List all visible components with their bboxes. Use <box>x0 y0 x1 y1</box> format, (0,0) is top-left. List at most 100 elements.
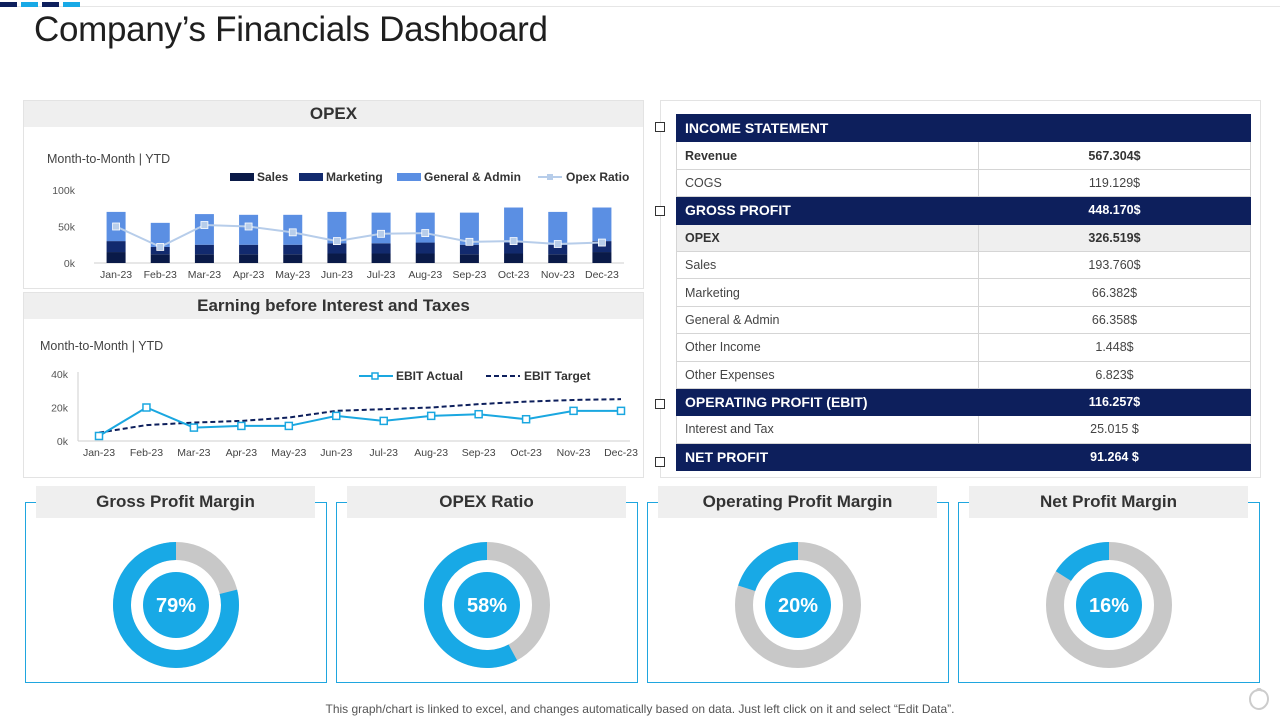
bar-sales <box>150 254 170 263</box>
bar-marketing <box>592 241 612 253</box>
x-tick-label: Aug-23 <box>408 269 442 281</box>
income-statement-table[interactable]: INCOME STATEMENT Revenue 567.304$ COGS 119.1… <box>676 113 1251 472</box>
opex-ratio-donut[interactable]: 58% <box>337 503 639 684</box>
row-value: 91.264 $ <box>978 442 1251 472</box>
kpi-title: Operating Profit Margin <box>658 486 937 518</box>
bar-general-admin <box>194 214 214 245</box>
top-accent-bar <box>0 0 1280 8</box>
selection-handle[interactable] <box>655 399 665 409</box>
donut-center <box>765 572 831 638</box>
table-row: Marketing 66.382$ <box>676 278 1251 307</box>
logo-icon <box>1248 688 1270 711</box>
bar-sales <box>592 252 612 263</box>
table-row: OPEX 326.519$ <box>676 223 1251 252</box>
gross-profit-margin-donut[interactable]: 79% <box>26 503 328 684</box>
opex-ratio-point <box>112 222 120 231</box>
bar-sales <box>371 253 391 263</box>
ebit-actual-point <box>142 403 151 412</box>
x-tick-label: Dec-23 <box>585 269 619 281</box>
x-tick-label: Jun-23 <box>320 447 352 459</box>
selection-handle[interactable] <box>655 122 665 132</box>
row-label: OPEX <box>676 223 979 252</box>
donut-value-arc <box>738 542 799 592</box>
donut-center <box>1076 572 1142 638</box>
legend-swatch <box>299 173 323 181</box>
bar-general-admin <box>459 212 479 245</box>
chart-subtitle: Month-to-Month | YTD <box>40 339 163 353</box>
opex-ratio-point <box>200 221 209 229</box>
bar-marketing <box>415 242 435 254</box>
ebit-actual-point <box>426 411 436 421</box>
ebit-actual-point <box>189 423 199 432</box>
legend-label: Marketing <box>326 170 383 184</box>
row-label: Revenue <box>676 141 979 170</box>
x-tick-label: Sep-23 <box>452 269 486 281</box>
row-value: 1.448$ <box>978 333 1251 362</box>
x-tick-label: Jul-23 <box>369 447 398 459</box>
ebit-actual-point <box>474 409 483 419</box>
legend-swatch <box>230 173 254 181</box>
x-tick-label: Sep-23 <box>462 447 496 459</box>
bar-general-admin <box>150 222 170 247</box>
x-tick-label: Apr-23 <box>233 269 265 281</box>
legend-label: EBIT Target <box>524 369 590 383</box>
row-value: 66.358$ <box>978 305 1251 335</box>
donut-value-arc <box>424 542 518 668</box>
kpi-card-operating-profit-margin: 20% <box>647 502 949 683</box>
donut-value-label: 16% <box>1089 595 1129 617</box>
opex-panel-title: OPEX <box>24 101 643 127</box>
row-value: 119.129$ <box>978 168 1251 198</box>
x-tick-label: May-23 <box>271 447 306 459</box>
donut-value-label: 20% <box>778 595 818 617</box>
ebit-actual-point <box>284 421 294 431</box>
kpi-card-opex-ratio: 58% <box>336 502 638 683</box>
ebit-panel: Earning before Interest and Taxes Month-… <box>23 292 644 478</box>
x-tick-label: Jan-23 <box>83 447 115 459</box>
bar-sales <box>327 253 347 263</box>
operating-profit-margin-donut[interactable]: 20% <box>648 503 950 684</box>
bar-marketing <box>371 243 391 254</box>
donut-center <box>454 572 520 638</box>
bar-sales <box>239 254 259 263</box>
kpi-card-gross-profit-margin: 79% <box>25 502 327 683</box>
bar-general-admin <box>415 212 435 243</box>
row-label: NET PROFIT <box>676 442 979 472</box>
y-tick-label: 100k <box>52 185 76 197</box>
selection-handle[interactable] <box>655 457 665 467</box>
table-row: GROSS PROFIT 448.170$ <box>676 196 1251 225</box>
ebit-actual-point <box>521 414 531 424</box>
opex-ratio-point <box>156 243 165 251</box>
opex-ratio-point <box>377 229 385 238</box>
table-row: OPERATING PROFIT (EBIT) 116.257$ <box>676 387 1251 417</box>
table-row: NET PROFIT 91.264 $ <box>676 442 1251 472</box>
kpi-title: OPEX Ratio <box>347 486 626 518</box>
bar-sales <box>283 254 303 263</box>
bar-sales <box>548 254 568 263</box>
chart-subtitle: Month-to-Month | YTD <box>47 152 170 166</box>
x-tick-label: Mar-23 <box>177 447 210 459</box>
opex-chart[interactable]: Month-to-Month | YTD 0k 50k 100k Jan-23 Feb-2… <box>24 101 645 290</box>
ebit-chart[interactable]: Month-to-Month | YTD 0k 20k 40k Jan-23 Feb-23… <box>24 293 645 479</box>
table-header-value <box>978 113 1251 143</box>
selection-handle[interactable] <box>655 206 665 216</box>
row-value: 326.519$ <box>978 223 1251 252</box>
legend-label: Opex Ratio <box>566 170 629 184</box>
row-label: Sales <box>676 250 979 280</box>
y-tick-label: 50k <box>58 222 76 234</box>
table-row: COGS 119.129$ <box>676 168 1251 198</box>
bar-sales <box>194 254 214 263</box>
row-value: 193.760$ <box>978 250 1251 280</box>
bar-sales <box>415 253 435 263</box>
donut-value-label: 79% <box>156 595 196 617</box>
legend-label: General & Admin <box>424 170 521 184</box>
bar-general-admin <box>592 207 612 242</box>
ebit-actual-line <box>98 406 621 437</box>
y-tick-label: 0k <box>64 258 76 270</box>
net-profit-margin-donut[interactable]: 16% <box>959 503 1261 684</box>
y-tick-label: 20k <box>51 403 69 415</box>
bar-marketing <box>106 241 126 253</box>
opex-ratio-point <box>553 240 562 248</box>
ebit-panel-title: Earning before Interest and Taxes <box>24 293 643 319</box>
opex-ratio-point <box>421 229 430 237</box>
opex-panel: OPEX Month-to-Month | YTD 0k 50k 100k Jan-23… <box>23 100 644 289</box>
